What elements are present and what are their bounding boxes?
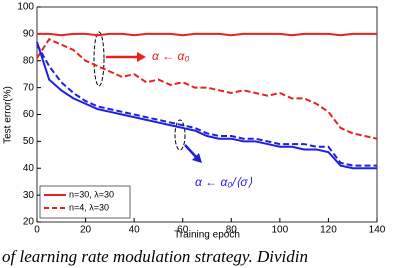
y-tick-label: 20 [23, 217, 35, 228]
x-tick-label: 120 [320, 225, 337, 236]
y-tick-label: 100 [17, 2, 34, 13]
arrow-head [192, 153, 202, 163]
annotation: α ← α₀/⟨σ⟩ [195, 175, 253, 189]
y-tick-label: 40 [23, 163, 35, 174]
x-tick-label: 60 [177, 225, 189, 236]
legend-label: n=4, λ=30 [69, 202, 109, 212]
annotation: α ← α₀ [152, 49, 189, 63]
series-line [36, 37, 378, 140]
series-line [36, 41, 377, 170]
series-line [37, 32, 377, 37]
x-tick-label: 0 [34, 225, 40, 236]
legend-label: n=30, λ=30 [69, 189, 114, 199]
arrow-head [137, 52, 146, 62]
x-tick-label: 80 [226, 225, 238, 236]
y-axis-label: Test error(%) [3, 86, 14, 144]
series-line [36, 44, 377, 167]
y-tick-label: 50 [23, 136, 35, 147]
legend-box [39, 185, 131, 219]
x-tick-label: 140 [369, 225, 386, 236]
caption: of learning rate modulation strategy. Di… [2, 247, 308, 266]
y-tick-label: 70 [23, 82, 35, 93]
x-tick-label: 20 [80, 225, 92, 236]
x-tick-label: 40 [129, 225, 141, 236]
highlight-ellipse [93, 31, 105, 87]
highlight-ellipse [174, 119, 186, 151]
y-tick-label: 90 [23, 29, 35, 40]
y-tick-label: 30 [23, 190, 35, 201]
x-axis-label: Training epoch [174, 230, 240, 241]
y-tick-label: 60 [23, 109, 35, 120]
y-tick-label: 80 [23, 55, 35, 66]
arrow [184, 144, 198, 159]
x-tick-label: 100 [272, 225, 289, 236]
